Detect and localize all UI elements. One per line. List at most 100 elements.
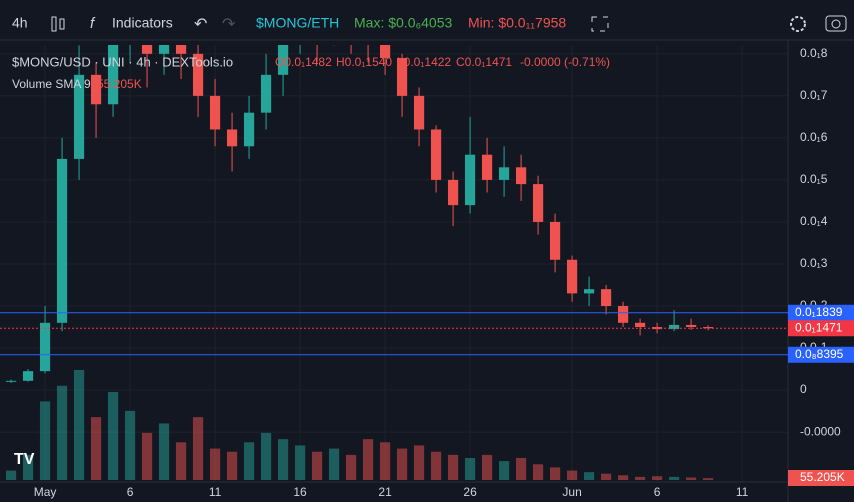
volume-bar xyxy=(39,401,51,480)
volume-bar xyxy=(617,475,629,480)
candle-body xyxy=(583,289,595,294)
legend-symbol: $MONG/USD · UNI · 4h · DEXTools.io xyxy=(12,54,233,69)
volume-bar xyxy=(5,470,17,480)
interval[interactable]: 4h xyxy=(12,15,28,31)
volume-bar xyxy=(362,439,374,480)
candle-body xyxy=(107,45,119,105)
chart-type-icon[interactable] xyxy=(51,16,57,32)
x-tick-label: 11 xyxy=(736,485,749,499)
y-tick-label: 0.0₁7 xyxy=(800,88,828,102)
volume-bar xyxy=(413,445,425,480)
candle-body xyxy=(90,74,102,105)
volume-bar xyxy=(634,476,646,480)
x-tick-label: 21 xyxy=(378,485,392,499)
price-label: 0.0₁1839 xyxy=(795,305,843,319)
volume-bar xyxy=(56,385,68,480)
price-badge xyxy=(788,304,854,321)
candle-body xyxy=(56,158,68,323)
fx-icon[interactable]: f xyxy=(90,15,96,32)
y-tick-label: 0.0₁8 xyxy=(800,46,828,60)
volume-bar xyxy=(583,472,595,480)
screenshot-button[interactable] xyxy=(825,15,847,32)
candle-body xyxy=(515,167,527,185)
x-tick-label: Jun xyxy=(562,485,581,499)
volume-legend-value: 55.205K xyxy=(97,77,142,91)
candle-body xyxy=(73,74,85,159)
volume-bar xyxy=(209,448,221,480)
y-tick-label: 0 xyxy=(800,382,807,396)
candle-body xyxy=(22,371,34,381)
price-badge xyxy=(788,320,854,337)
volume-bar xyxy=(464,458,476,480)
candle-body xyxy=(260,74,272,113)
compare-symbol[interactable]: $MONG/ETH xyxy=(256,15,339,31)
candle-body xyxy=(379,45,391,59)
x-tick-label: 6 xyxy=(127,485,134,499)
volume-bar xyxy=(90,417,102,480)
candle-body xyxy=(192,53,204,96)
volume-bar xyxy=(277,439,289,480)
volume-bar xyxy=(107,392,119,480)
volume-axis-value: 55.205K xyxy=(800,470,845,484)
volume-bar xyxy=(668,476,680,480)
legend-open: O0.0₁1482 xyxy=(275,55,332,69)
candle-body xyxy=(634,322,646,328)
candle-body xyxy=(617,306,629,323)
candle-body xyxy=(396,58,408,96)
candle-body xyxy=(481,154,493,180)
settings-button[interactable] xyxy=(790,16,806,32)
chart-type-icon[interactable] xyxy=(59,18,65,30)
volume-bar xyxy=(515,458,527,480)
tv-logo: TV xyxy=(14,451,35,468)
legend-change: -0.0000 (-0.71%) xyxy=(520,55,610,69)
candle-body xyxy=(566,259,578,294)
legend-close: C0.0₁1471 xyxy=(456,55,512,69)
volume-bar xyxy=(396,448,408,480)
volume-bar xyxy=(447,454,459,480)
legend-low: L0.0₁1422 xyxy=(397,55,451,69)
volume-bar xyxy=(498,461,510,480)
y-tick-label: 0.0₁3 xyxy=(800,256,828,270)
price-label: 0.0₁1471 xyxy=(795,320,843,334)
redo[interactable]: ↷ xyxy=(222,16,236,33)
volume-bar xyxy=(260,432,272,480)
candle-body xyxy=(158,45,170,54)
volume-bar xyxy=(600,473,612,480)
volume-bar xyxy=(243,442,255,480)
x-tick-label: 26 xyxy=(463,485,477,499)
camera-lens xyxy=(831,19,841,29)
volume-bar xyxy=(685,477,697,480)
candle-body xyxy=(549,221,561,260)
volume-bar xyxy=(124,410,136,480)
volume-bar xyxy=(566,470,578,480)
x-tick-label: 16 xyxy=(293,485,307,499)
candle-body xyxy=(447,179,459,206)
volume-legend: Volume SMA 9 xyxy=(12,77,91,91)
volume-bar xyxy=(158,423,170,480)
volume-bar xyxy=(379,442,391,480)
volume-bar xyxy=(345,454,357,480)
undo[interactable]: ↶ xyxy=(194,16,207,33)
volume-bar xyxy=(73,370,85,480)
volume-bar xyxy=(192,417,204,480)
volume-bar xyxy=(430,451,442,480)
y-tick-label: 0.0₁6 xyxy=(800,130,828,144)
candle-body xyxy=(175,45,187,54)
candle-body xyxy=(243,112,255,147)
volume-bar xyxy=(175,442,187,480)
y-tick-label: -0.0000 xyxy=(800,424,841,438)
fullscreen-button[interactable] xyxy=(591,16,609,32)
volume-bar xyxy=(651,476,663,480)
volume-bar xyxy=(328,448,340,480)
max-price: Max: $0.0₆4053 xyxy=(354,15,452,31)
volume-bar xyxy=(532,464,544,480)
min-price: Min: $0.0₁₁7958 xyxy=(468,15,566,31)
volume-bar xyxy=(294,445,306,480)
price-badge xyxy=(788,346,854,363)
x-tick-label: 6 xyxy=(654,485,661,499)
candle-body xyxy=(685,324,697,328)
indicators-button[interactable]: Indicators xyxy=(112,15,173,31)
y-tick-label: 0.0₁4 xyxy=(800,214,828,228)
volume-bar xyxy=(702,478,714,480)
